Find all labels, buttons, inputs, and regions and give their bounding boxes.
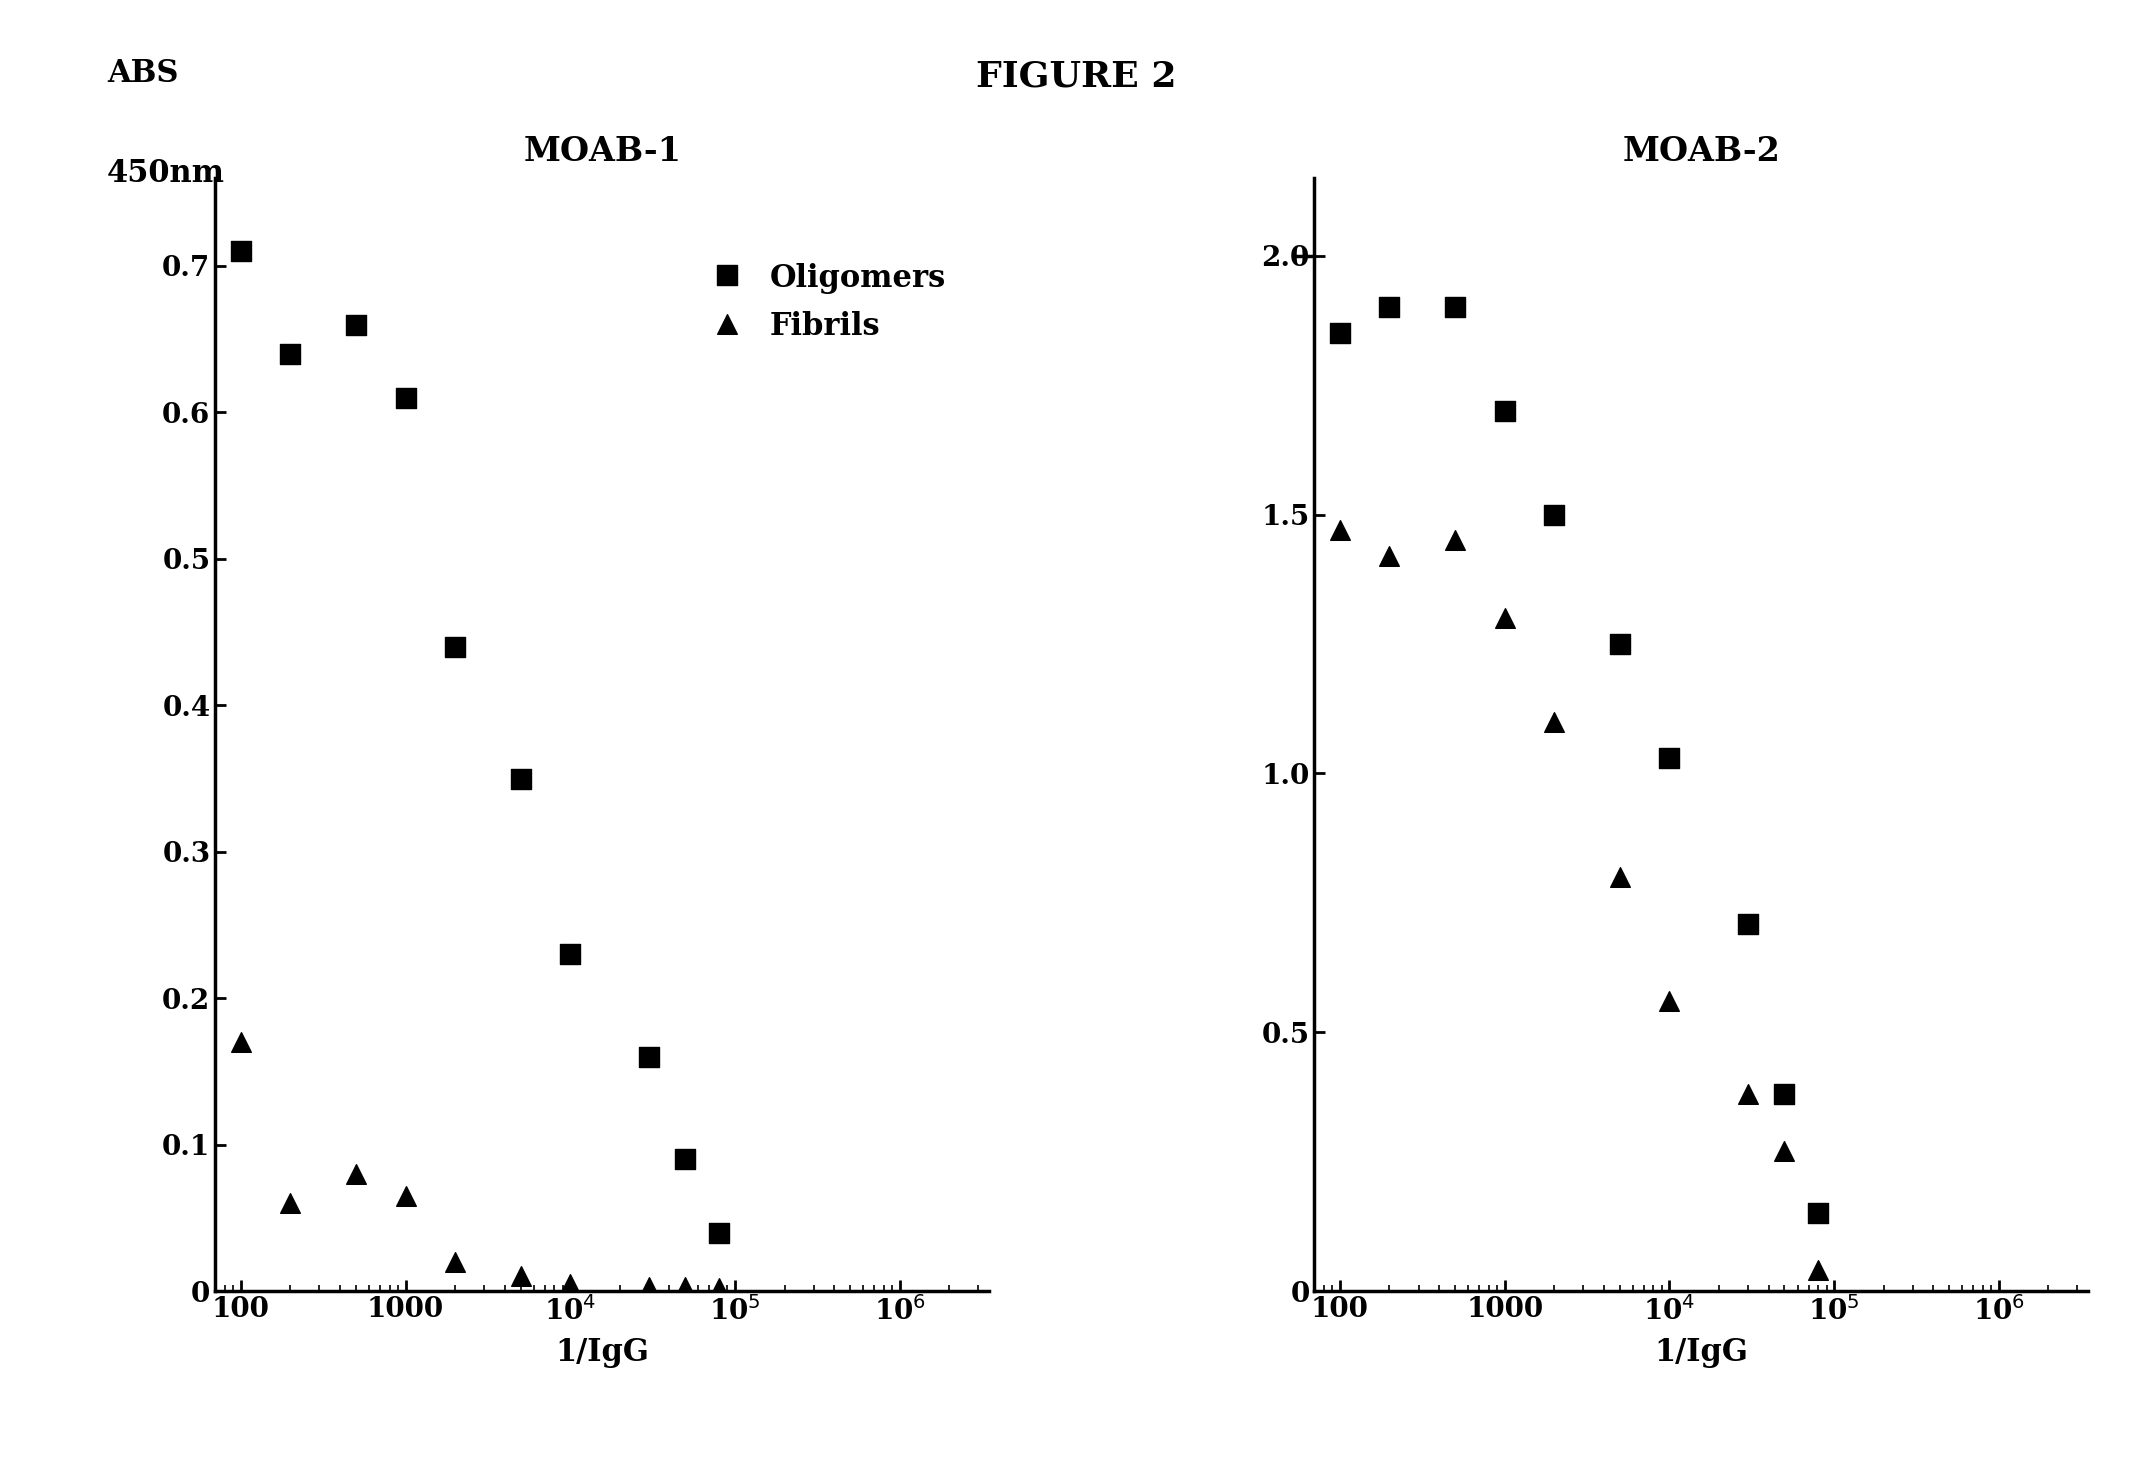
Fibrils xyxy=(1488,607,1522,631)
Oligomers xyxy=(1731,911,1765,935)
Text: ABS: ABS xyxy=(108,58,179,89)
Oligomers xyxy=(631,1045,665,1068)
Title: MOAB-1: MOAB-1 xyxy=(523,135,680,168)
Fibrils xyxy=(631,1275,665,1298)
Fibrils xyxy=(504,1264,538,1288)
Oligomers xyxy=(702,1221,736,1245)
Fibrils xyxy=(437,1250,472,1273)
Oligomers xyxy=(1800,1202,1834,1226)
Oligomers xyxy=(1488,399,1522,423)
Oligomers xyxy=(1602,632,1636,656)
Oligomers xyxy=(388,386,422,410)
Fibrils xyxy=(553,1272,588,1296)
Fibrils xyxy=(1651,990,1686,1014)
Oligomers xyxy=(667,1147,702,1171)
Fibrils xyxy=(1371,545,1406,568)
Fibrils xyxy=(667,1275,702,1298)
Fibrils xyxy=(1800,1258,1834,1282)
Oligomers xyxy=(224,239,258,263)
Fibrils xyxy=(1768,1140,1802,1163)
Oligomers xyxy=(1768,1082,1802,1106)
Fibrils xyxy=(388,1184,422,1208)
Text: 450nm: 450nm xyxy=(108,159,224,188)
Fibrils xyxy=(1731,1082,1765,1106)
Oligomers xyxy=(1371,295,1406,319)
Fibrils xyxy=(702,1276,736,1300)
Fibrils xyxy=(1537,709,1572,733)
Fibrils xyxy=(1322,518,1356,542)
Title: MOAB-2: MOAB-2 xyxy=(1623,135,1781,168)
Text: FIGURE 2: FIGURE 2 xyxy=(975,59,1178,93)
Fibrils xyxy=(1438,528,1473,552)
Oligomers xyxy=(553,942,588,966)
Fibrils xyxy=(338,1162,372,1186)
Oligomers xyxy=(1537,503,1572,527)
Oligomers xyxy=(1322,322,1356,346)
Oligomers xyxy=(504,767,538,791)
Fibrils xyxy=(273,1192,308,1215)
X-axis label: 1/IgG: 1/IgG xyxy=(555,1337,650,1368)
Oligomers xyxy=(273,341,308,365)
Oligomers xyxy=(437,635,472,659)
X-axis label: 1/IgG: 1/IgG xyxy=(1654,1337,1748,1368)
Fibrils xyxy=(224,1030,258,1054)
Legend: Oligomers, Fibrils: Oligomers, Fibrils xyxy=(698,249,958,355)
Oligomers xyxy=(338,313,372,337)
Fibrils xyxy=(1602,865,1636,889)
Oligomers xyxy=(1438,295,1473,319)
Oligomers xyxy=(1651,746,1686,770)
